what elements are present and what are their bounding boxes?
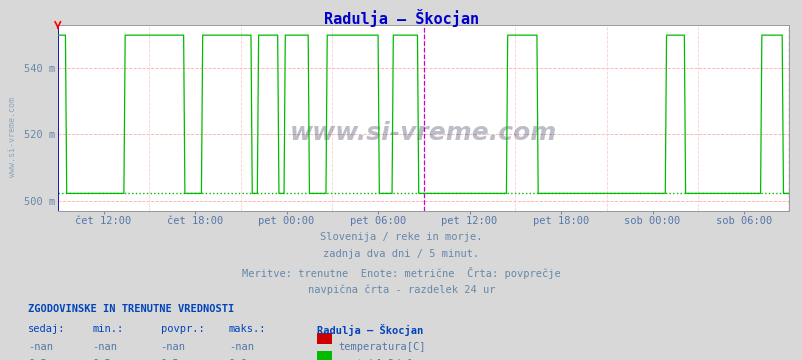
Text: Radulja – Škocjan: Radulja – Škocjan — [317, 324, 423, 336]
Text: 0,5: 0,5 — [160, 359, 179, 360]
Text: -nan: -nan — [160, 342, 185, 352]
Text: povpr.:: povpr.: — [160, 324, 204, 334]
Text: sedaj:: sedaj: — [28, 324, 66, 334]
Text: -nan: -nan — [92, 342, 117, 352]
Text: pretok[m3/s]: pretok[m3/s] — [338, 359, 412, 360]
Text: temperatura[C]: temperatura[C] — [338, 342, 425, 352]
Text: www.si-vreme.com: www.si-vreme.com — [290, 121, 556, 145]
Text: ZGODOVINSKE IN TRENUTNE VREDNOSTI: ZGODOVINSKE IN TRENUTNE VREDNOSTI — [28, 304, 234, 314]
Text: Meritve: trenutne  Enote: metrične  Črta: povprečje: Meritve: trenutne Enote: metrične Črta: … — [242, 267, 560, 279]
Text: -nan: -nan — [28, 342, 53, 352]
Text: Radulja – Škocjan: Radulja – Škocjan — [323, 9, 479, 27]
Text: 0,5: 0,5 — [92, 359, 111, 360]
Text: maks.:: maks.: — [229, 324, 266, 334]
Text: Slovenija / reke in morje.: Slovenija / reke in morje. — [320, 232, 482, 242]
Text: navpična črta - razdelek 24 ur: navpična črta - razdelek 24 ur — [307, 284, 495, 294]
Text: min.:: min.: — [92, 324, 124, 334]
Text: 0,6: 0,6 — [229, 359, 247, 360]
Text: zadnja dva dni / 5 minut.: zadnja dva dni / 5 minut. — [323, 249, 479, 260]
Text: -nan: -nan — [229, 342, 253, 352]
Text: www.si-vreme.com: www.si-vreme.com — [8, 97, 17, 177]
Text: 0,5: 0,5 — [28, 359, 47, 360]
